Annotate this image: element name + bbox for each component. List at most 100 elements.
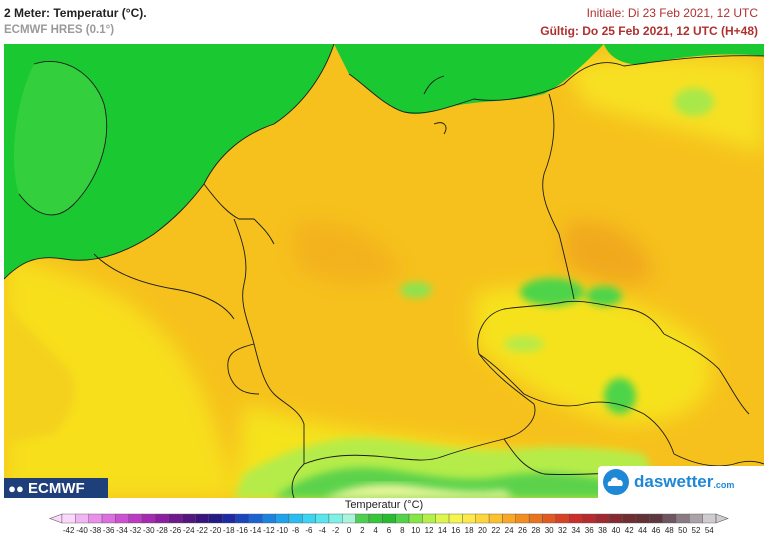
legend-tick-label: 42 xyxy=(625,526,634,535)
legend-swatch xyxy=(528,513,543,524)
legend-tick-label: 38 xyxy=(598,526,607,535)
legend-swatch xyxy=(141,513,156,524)
legend-swatch xyxy=(368,513,383,524)
legend-swatch xyxy=(488,513,503,524)
legend-tick-label: 40 xyxy=(611,526,620,535)
legend-tick-label: -8 xyxy=(292,526,300,535)
mild-zones xyxy=(4,56,764,498)
legend-swatch xyxy=(622,513,637,524)
legend-swatch xyxy=(248,513,263,524)
cool-patches xyxy=(400,88,714,414)
baltic-sea xyxy=(334,44,604,115)
legend-tick-label: -20 xyxy=(210,526,222,535)
borders xyxy=(4,44,764,498)
legend-swatch xyxy=(275,513,290,524)
legend-swatch xyxy=(448,513,463,524)
legend-tick-label: -30 xyxy=(143,526,155,535)
legend-swatch xyxy=(595,513,610,524)
legend-tick-label: 14 xyxy=(438,526,447,535)
legend-swatch xyxy=(88,513,103,524)
legend-tick-label: 12 xyxy=(425,526,434,535)
legend-tick-label: 28 xyxy=(531,526,540,535)
legend-tick-label: -40 xyxy=(76,526,88,535)
seas xyxy=(4,44,764,444)
legend-tick-label: 52 xyxy=(692,526,701,535)
baltic-sea-east xyxy=(604,44,764,65)
legend-tick-label: 36 xyxy=(585,526,594,535)
legend-swatch xyxy=(609,513,623,524)
legend-swatch xyxy=(702,513,717,524)
legend-tick-label: 24 xyxy=(505,526,514,535)
legend-swatch xyxy=(555,513,570,524)
legend-tick-label: -24 xyxy=(183,526,195,535)
legend-swatch xyxy=(462,513,476,524)
legend-tick-label: -2 xyxy=(332,526,340,535)
cool-patch-bohemia-north xyxy=(520,278,584,306)
daswetter-logo[interactable]: daswetter .com xyxy=(598,466,764,498)
temperature-map xyxy=(4,44,764,498)
legend-swatch xyxy=(168,513,183,524)
legend-tick-label: -42 xyxy=(63,526,75,535)
legend-tick-label: -34 xyxy=(116,526,128,535)
legend-swatch xyxy=(568,513,583,524)
legend-arrow-left xyxy=(49,513,63,524)
legend-swatch xyxy=(235,513,250,524)
legend-swatch xyxy=(435,513,450,524)
islands xyxy=(423,75,447,135)
legend-swatch xyxy=(221,513,236,524)
daswetter-cloud-icon xyxy=(603,469,629,495)
cool-patch-northeast xyxy=(674,88,714,116)
legend-tick-label: 8 xyxy=(400,526,405,535)
legend-tick-label: -22 xyxy=(196,526,208,535)
legend-swatch xyxy=(408,513,423,524)
legend-swatch xyxy=(208,513,223,524)
border-germany-poland xyxy=(542,93,575,300)
legend-tick-label: 44 xyxy=(638,526,647,535)
legend-tick-label: -10 xyxy=(276,526,288,535)
cool-patch-harz xyxy=(400,282,432,298)
border-czech-south xyxy=(478,353,675,455)
legend-title: Temperatur (°C) xyxy=(344,499,424,511)
border-czech-north xyxy=(477,300,665,405)
legend-tick-label: 0 xyxy=(347,526,352,535)
legend-tick-label: -14 xyxy=(250,526,262,535)
cool-patch-bohemia-east xyxy=(586,286,622,306)
legend-swatch xyxy=(582,513,597,524)
border-austria-hungary xyxy=(673,453,764,467)
legend-tick-label: 18 xyxy=(465,526,474,535)
legend-swatch xyxy=(342,513,356,524)
legend-swatch xyxy=(195,513,210,524)
map-canvas xyxy=(4,44,764,498)
legend-tick-label: 10 xyxy=(411,526,420,535)
alps xyxy=(234,437,664,498)
ecmwf-logo-text: ECMWF xyxy=(28,479,85,497)
legend-tick-label: 20 xyxy=(478,526,487,535)
legend-tick-label: 50 xyxy=(678,526,687,535)
legend-swatches xyxy=(49,513,729,524)
legend-swatch xyxy=(128,513,143,524)
mild-zone-west xyxy=(4,254,234,498)
legend-tick-label: -36 xyxy=(103,526,115,535)
legend-swatch xyxy=(288,513,303,524)
border-slovakia xyxy=(663,333,750,415)
legend-swatch xyxy=(355,513,370,524)
legend-tick-label: 2 xyxy=(360,526,365,535)
legend-tick-label: 54 xyxy=(705,526,714,535)
border-belgium-france xyxy=(93,253,235,320)
legend-labels: -42 -40 -38 -36 -34 -32 -30 -28 -26 -24 -22 -20 -18-… xyxy=(63,526,714,535)
legend-tick-label: 48 xyxy=(665,526,674,535)
legend-tick-label: 22 xyxy=(491,526,500,535)
ecmwf-mark-icon: ●● xyxy=(8,480,24,496)
mild-zone-northeast xyxy=(564,56,764,154)
legend-swatch xyxy=(315,513,330,524)
legend-swatch xyxy=(689,513,703,524)
legend-tick-label: -28 xyxy=(156,526,168,535)
legend-swatch xyxy=(75,513,89,524)
legend-tick-label: -16 xyxy=(236,526,248,535)
border-germany-south xyxy=(303,403,536,465)
valid-time: Gültig: Do 25 Feb 2021, 12 UTC (H+48) xyxy=(540,24,758,38)
cool-patch-bohemia-mid xyxy=(504,336,544,352)
model-subtitle: ECMWF HRES (0.1°) xyxy=(4,24,115,36)
ecmwf-logo: ●● ECMWF xyxy=(4,478,108,498)
legend-swatch xyxy=(302,513,316,524)
